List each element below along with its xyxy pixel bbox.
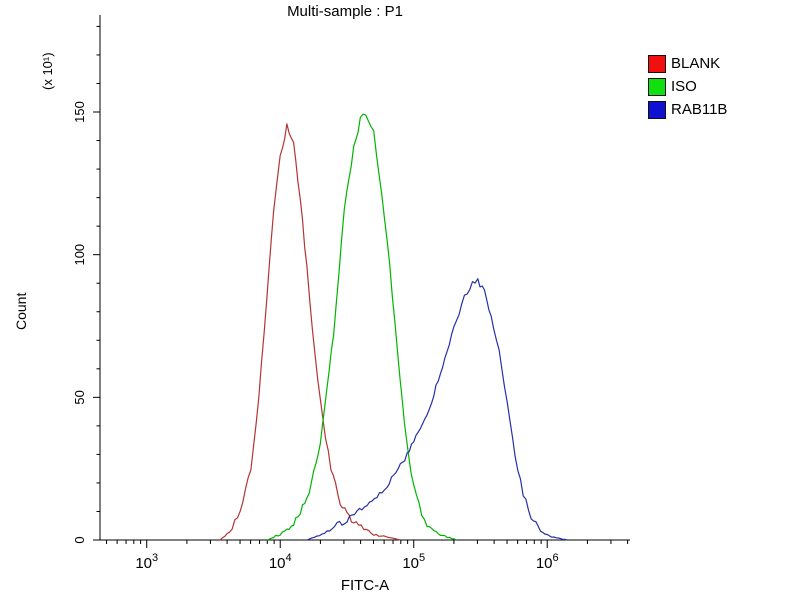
x-tick-label: 104: [269, 552, 292, 572]
y-tick-label: 0: [72, 536, 87, 543]
y-tick-label: 100: [72, 244, 87, 266]
x-axis-minor-ticks: [106, 540, 629, 544]
y-axis-minor-ticks: [96, 25, 100, 512]
series-curve-blank: [219, 123, 401, 541]
legend-label-rab11b: RAB11B: [671, 101, 728, 118]
legend-swatch-iso: [648, 78, 666, 96]
chart-title: Multi-sample : P1: [287, 3, 403, 20]
y-axis-unit-label: (x 10¹): [40, 52, 55, 90]
x-tick-label: 105: [402, 552, 425, 572]
y-axis-title: Count: [13, 292, 29, 330]
y-tick-label: 150: [72, 101, 87, 123]
x-axis-ticks: 103 104 105 106: [135, 540, 559, 572]
y-tick-label: 50: [72, 390, 87, 404]
legend: BLANK ISO RAB11B: [648, 55, 727, 124]
series-curve-rab11b: [306, 278, 568, 541]
legend-swatch-rab11b: [648, 101, 666, 119]
x-axis-title: FITC-A: [340, 577, 390, 594]
legend-label-iso: ISO: [671, 78, 697, 95]
legend-swatch-blank: [648, 55, 666, 73]
x-tick-label: 106: [536, 552, 559, 572]
legend-item-rab11b: RAB11B: [648, 101, 727, 119]
legend-label-blank: BLANK: [671, 55, 721, 72]
axes: [99, 15, 630, 541]
y-axis-ticks: 0 50 100 150: [72, 101, 100, 544]
legend-item-blank: BLANK: [648, 55, 727, 73]
x-tick-label: 103: [135, 552, 158, 572]
series-curve-iso: [266, 113, 457, 541]
legend-item-iso: ISO: [648, 78, 727, 96]
